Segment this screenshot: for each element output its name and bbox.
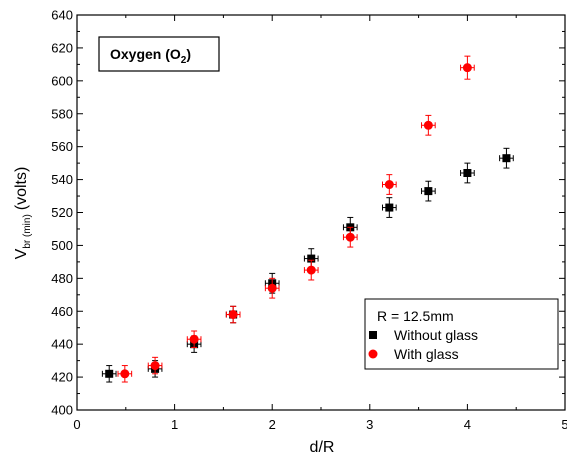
data-point xyxy=(423,120,433,130)
y-axis-title-main: V xyxy=(13,248,30,259)
data-point xyxy=(306,265,316,275)
y-axis-title: Vbr (min) (volts) xyxy=(13,167,33,260)
x-tick-label: 4 xyxy=(464,417,471,432)
y-tick-label: 400 xyxy=(51,403,73,418)
annotation-box: Oxygen (O2) xyxy=(98,36,220,72)
legend-marker-without-glass xyxy=(369,331,377,339)
x-tick-label: 5 xyxy=(561,417,567,432)
y-tick-label: 620 xyxy=(51,40,73,55)
svg-text:Vbr (min)(volts): Vbr (min) (volts) xyxy=(13,167,33,260)
y-tick-label: 580 xyxy=(51,106,73,121)
data-point xyxy=(189,334,199,344)
x-tick-label: 3 xyxy=(366,417,373,432)
y-tick-label: 420 xyxy=(51,370,73,385)
x-tick-label: 0 xyxy=(73,417,80,432)
y-tick-label: 640 xyxy=(51,8,73,23)
annotation-text: Oxygen (O2) xyxy=(110,46,191,66)
annotation-close: ) xyxy=(186,46,191,62)
series-with-glass xyxy=(117,55,475,383)
y-tick-label: 540 xyxy=(51,172,73,187)
data-point xyxy=(424,187,433,196)
legend-title: R = 12.5mm xyxy=(377,308,454,324)
data-point xyxy=(228,310,238,320)
data-point xyxy=(267,283,277,293)
y-tick-label: 500 xyxy=(51,238,73,253)
data-point xyxy=(307,254,316,263)
y-tick-label: 600 xyxy=(51,73,73,88)
y-tick-label: 560 xyxy=(51,139,73,154)
legend: R = 12.5mm Without glass With glass xyxy=(364,298,559,370)
x-tick-label: 2 xyxy=(269,417,276,432)
data-point xyxy=(345,232,355,242)
y-axis-title-subscript: br (min) xyxy=(22,214,33,248)
x-tick-label: 1 xyxy=(171,417,178,432)
data-point xyxy=(502,154,511,163)
legend-frame xyxy=(364,298,559,370)
ticks: 0 1 2 3 4 5 400 420 440 460 480 500 520 540 560 580 600 6… xyxy=(51,8,567,433)
legend-marker-with-glass xyxy=(368,349,378,359)
data-point xyxy=(105,369,114,378)
y-axis-title-unit: (volts) xyxy=(13,167,30,211)
legend-label-with-glass: With glass xyxy=(394,346,459,362)
y-tick-label: 480 xyxy=(51,271,73,286)
data-point xyxy=(385,203,394,212)
y-tick-label: 440 xyxy=(51,337,73,352)
series-layer xyxy=(101,55,514,383)
y-tick-label: 460 xyxy=(51,304,73,319)
data-point xyxy=(463,169,472,177)
data-point xyxy=(120,369,130,379)
data-point xyxy=(462,63,472,73)
annotation-main: Oxygen (O xyxy=(110,46,181,62)
legend-label-without-glass: Without glass xyxy=(394,327,478,343)
x-axis-title: d/R xyxy=(310,439,335,456)
annotation-frame xyxy=(98,36,220,72)
data-point xyxy=(150,361,160,371)
annotation-subscript: 2 xyxy=(181,55,187,66)
y-tick-label: 520 xyxy=(51,205,73,220)
data-point xyxy=(384,180,394,190)
